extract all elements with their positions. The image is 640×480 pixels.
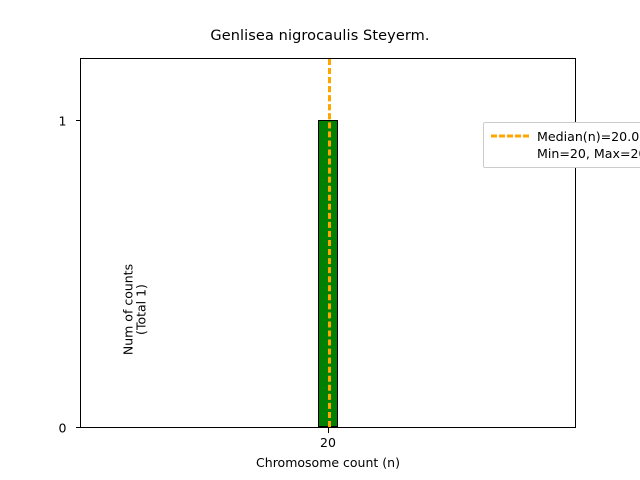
median-line-overlay xyxy=(328,59,331,427)
plot-area: 0 1 20 Median(n)=20.0 Min=20, Max=20 Num… xyxy=(59,58,640,450)
legend: Median(n)=20.0 Min=20, Max=20 xyxy=(483,122,640,168)
legend-label-median: Median(n)=20.0 xyxy=(537,129,640,144)
y-axis-label-total: (Total 1) xyxy=(133,284,149,335)
xtick-label-20: 20 xyxy=(320,435,336,450)
legend-label-minmax: Min=20, Max=20 xyxy=(537,146,640,161)
dashed-line-icon xyxy=(490,128,530,144)
ytick-label-0: 0 xyxy=(58,420,67,436)
ytick-mark-0: 0 xyxy=(59,421,81,436)
plot-inner xyxy=(81,59,575,427)
legend-entry-median: Median(n)=20.0 Min=20, Max=20 xyxy=(490,128,640,162)
ytick-mark-1: 1 xyxy=(59,114,81,129)
xtick-mark-20 xyxy=(328,427,329,433)
ytick-label-1: 1 xyxy=(58,113,67,129)
legend-entry-texts: Median(n)=20.0 Min=20, Max=20 xyxy=(537,128,640,162)
chart-title: Genlisea nigrocaulis Steyerm. xyxy=(210,28,430,44)
x-axis-label: Chromosome count (n) xyxy=(256,455,400,470)
